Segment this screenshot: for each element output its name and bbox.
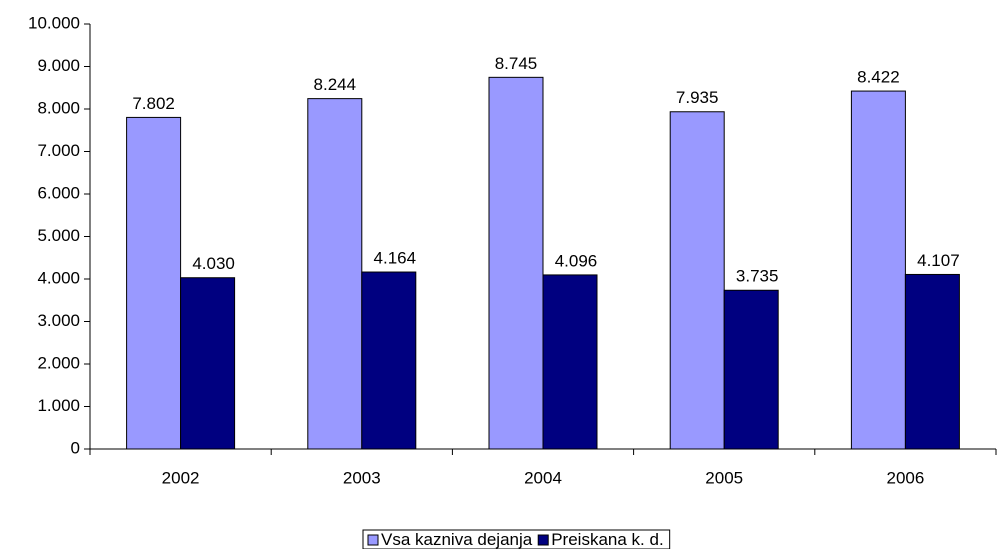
bar — [361, 271, 417, 450]
y-tick-label: 10.000 — [28, 13, 80, 32]
data-label: 3.735 — [736, 267, 779, 286]
bar — [488, 76, 544, 450]
legend-label: Preiskana k. d. — [551, 530, 663, 549]
bar — [180, 277, 236, 450]
data-label: 8.422 — [857, 68, 900, 87]
bar — [723, 289, 779, 450]
bar — [850, 90, 906, 450]
data-label: 7.802 — [132, 94, 175, 113]
x-tick-label: 2002 — [162, 468, 200, 487]
y-tick-label: 9.000 — [37, 56, 80, 75]
y-tick-label: 2.000 — [37, 353, 80, 372]
y-tick-label: 1.000 — [37, 396, 80, 415]
y-tick-label: 5.000 — [37, 226, 80, 245]
data-label: 4.164 — [374, 249, 417, 268]
data-label: 8.745 — [495, 54, 538, 73]
data-label: 8.244 — [314, 75, 357, 94]
y-tick-label: 6.000 — [37, 183, 80, 202]
x-tick-label: 2006 — [886, 468, 924, 487]
x-tick-label: 2003 — [343, 468, 381, 487]
legend-box — [362, 529, 671, 549]
data-label: 4.107 — [917, 251, 960, 270]
legend-label: Vsa kazniva dejanja — [381, 530, 533, 549]
data-label: 4.096 — [555, 251, 598, 270]
data-label: 7.935 — [676, 88, 719, 107]
legend-swatch — [367, 534, 379, 546]
y-tick-label: 4.000 — [37, 268, 80, 287]
bar — [542, 274, 598, 450]
x-tick-label: 2004 — [524, 468, 562, 487]
bar — [904, 273, 960, 450]
data-label: 4.030 — [192, 254, 235, 273]
x-tick-label: 2005 — [705, 468, 743, 487]
y-tick-label: 7.000 — [37, 141, 80, 160]
bar — [669, 111, 725, 450]
y-tick-label: 3.000 — [37, 311, 80, 330]
y-tick-label: 0 — [71, 438, 80, 457]
legend-swatch — [537, 534, 549, 546]
bar — [307, 98, 363, 450]
bar — [126, 116, 182, 450]
y-tick-label: 8.000 — [37, 98, 80, 117]
